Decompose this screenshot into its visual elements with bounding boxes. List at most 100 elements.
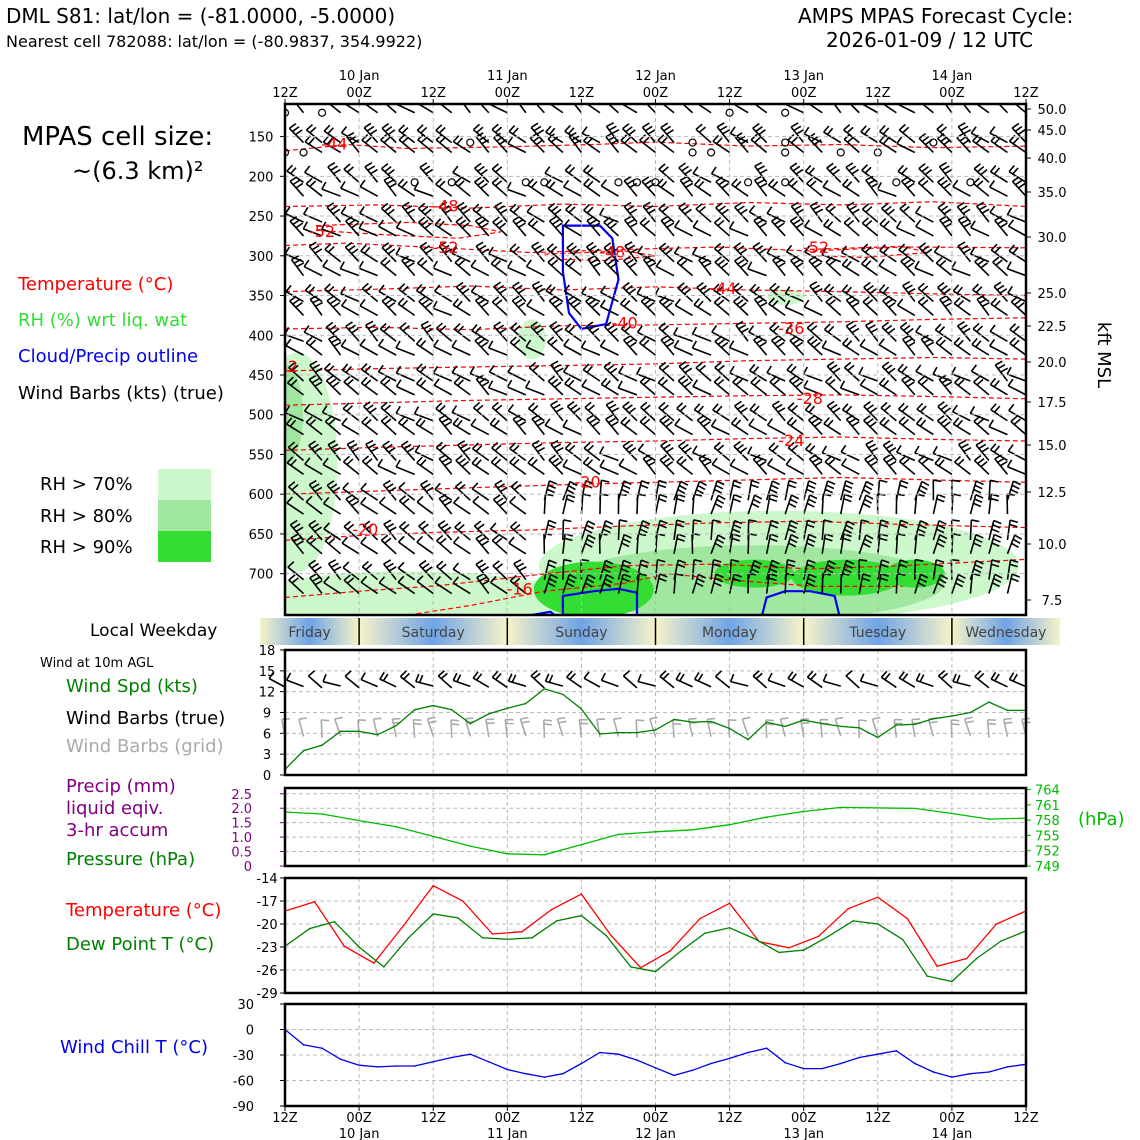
barb-shaft — [956, 325, 972, 342]
wind-barb — [1009, 323, 1026, 342]
precip-label-3: 3-hr accum — [66, 820, 169, 841]
barb-feather — [660, 440, 668, 447]
wind-barb — [454, 177, 471, 197]
wind-barb — [476, 572, 490, 595]
barb-feather — [273, 405, 279, 410]
barb-feather — [499, 208, 508, 215]
barb-feather — [395, 379, 402, 387]
wind-barb — [823, 417, 842, 436]
barb-feather — [665, 302, 673, 309]
wind-barb — [526, 205, 545, 223]
wind-barb — [308, 519, 323, 541]
barb-feather — [563, 218, 570, 227]
wind-barb — [914, 573, 929, 594]
barb-feather — [543, 723, 553, 726]
wind-barb — [509, 495, 527, 515]
barb-feather — [828, 378, 836, 386]
y-tick-label-hpa: 500 — [249, 409, 274, 424]
barb-shaft — [806, 327, 823, 342]
barb-feather — [965, 720, 975, 724]
barb-feather — [602, 528, 611, 534]
barb-feather — [749, 363, 756, 372]
barb-shaft — [509, 501, 527, 515]
barb-feather — [368, 443, 376, 449]
weekday-segment — [260, 618, 360, 645]
barb-feather — [314, 381, 323, 387]
barb-shaft — [994, 458, 1009, 475]
barb-feather — [586, 365, 593, 373]
barb-feather — [989, 338, 996, 347]
barb-feather — [314, 367, 323, 373]
wind-barb — [475, 374, 490, 396]
barb-feather — [488, 246, 494, 255]
barb-feather — [582, 456, 590, 464]
dew-point-series-point — [827, 935, 830, 938]
barb-feather — [420, 259, 428, 267]
wind-barb — [730, 417, 749, 436]
wind-barb — [639, 375, 657, 396]
barb-feather — [324, 534, 332, 542]
barb-feather — [657, 558, 666, 563]
wind-barb-grid — [741, 716, 751, 737]
barb-shaft — [789, 220, 805, 237]
wind-barb — [417, 216, 434, 237]
barb-feather — [618, 365, 624, 374]
barb-feather — [490, 575, 497, 584]
barb-feather — [808, 480, 817, 485]
barb-feather — [732, 528, 741, 533]
barb-feather — [717, 245, 725, 253]
barb-shaft — [803, 306, 823, 317]
barb-feather — [759, 182, 768, 188]
wind-barb — [418, 520, 434, 541]
wind-barb — [673, 533, 686, 554]
x-tick-label-bottom: 00Z — [346, 1111, 372, 1126]
wind-barb — [288, 361, 305, 382]
barb-feather — [826, 484, 835, 490]
barb-feather — [470, 259, 477, 267]
barb-feather — [851, 168, 860, 175]
barb-feather — [944, 168, 953, 175]
barb-shaft — [639, 381, 657, 396]
barb-feather — [884, 364, 893, 371]
wind-barb — [957, 215, 972, 237]
barb-feather — [716, 480, 725, 486]
x-tick-label-top: 00Z — [939, 86, 965, 101]
barb-shaft — [990, 171, 1008, 183]
barb-shaft — [753, 104, 768, 114]
barb-feather — [786, 416, 794, 424]
barb-shaft — [360, 488, 379, 501]
barb-feather — [733, 524, 742, 529]
barb-feather — [329, 205, 338, 212]
barb-feather — [884, 324, 893, 331]
barb-feather — [592, 262, 601, 268]
wind-chill-series-point — [784, 1061, 786, 1064]
barb-shaft — [916, 423, 934, 436]
barb-feather — [530, 180, 538, 188]
barb-shaft — [657, 139, 675, 154]
barb-feather — [697, 405, 705, 413]
barb-shaft — [937, 181, 953, 197]
barb-feather — [277, 303, 283, 308]
barb-feather — [864, 260, 872, 268]
barb-feather — [621, 577, 630, 583]
barb-feather — [512, 444, 520, 452]
barb-feather — [380, 133, 388, 141]
barb-feather — [323, 362, 331, 370]
barb-feather — [534, 284, 543, 290]
barb-shaft — [902, 285, 916, 303]
wind-barb — [305, 123, 323, 144]
barb-feather — [769, 282, 777, 290]
barb-shaft — [898, 677, 916, 688]
barb-feather — [789, 162, 798, 169]
wind-barb — [823, 283, 842, 303]
wind-barb — [549, 400, 564, 422]
wind-barb — [805, 442, 823, 462]
barb-feather — [549, 321, 558, 327]
barb-shaft — [660, 126, 675, 144]
wind-barb — [970, 364, 990, 382]
barb-feather — [421, 298, 429, 306]
barb-shaft — [343, 526, 360, 541]
barb-shaft — [806, 183, 823, 197]
wind-barb — [821, 519, 832, 541]
barb-shaft — [895, 533, 899, 554]
